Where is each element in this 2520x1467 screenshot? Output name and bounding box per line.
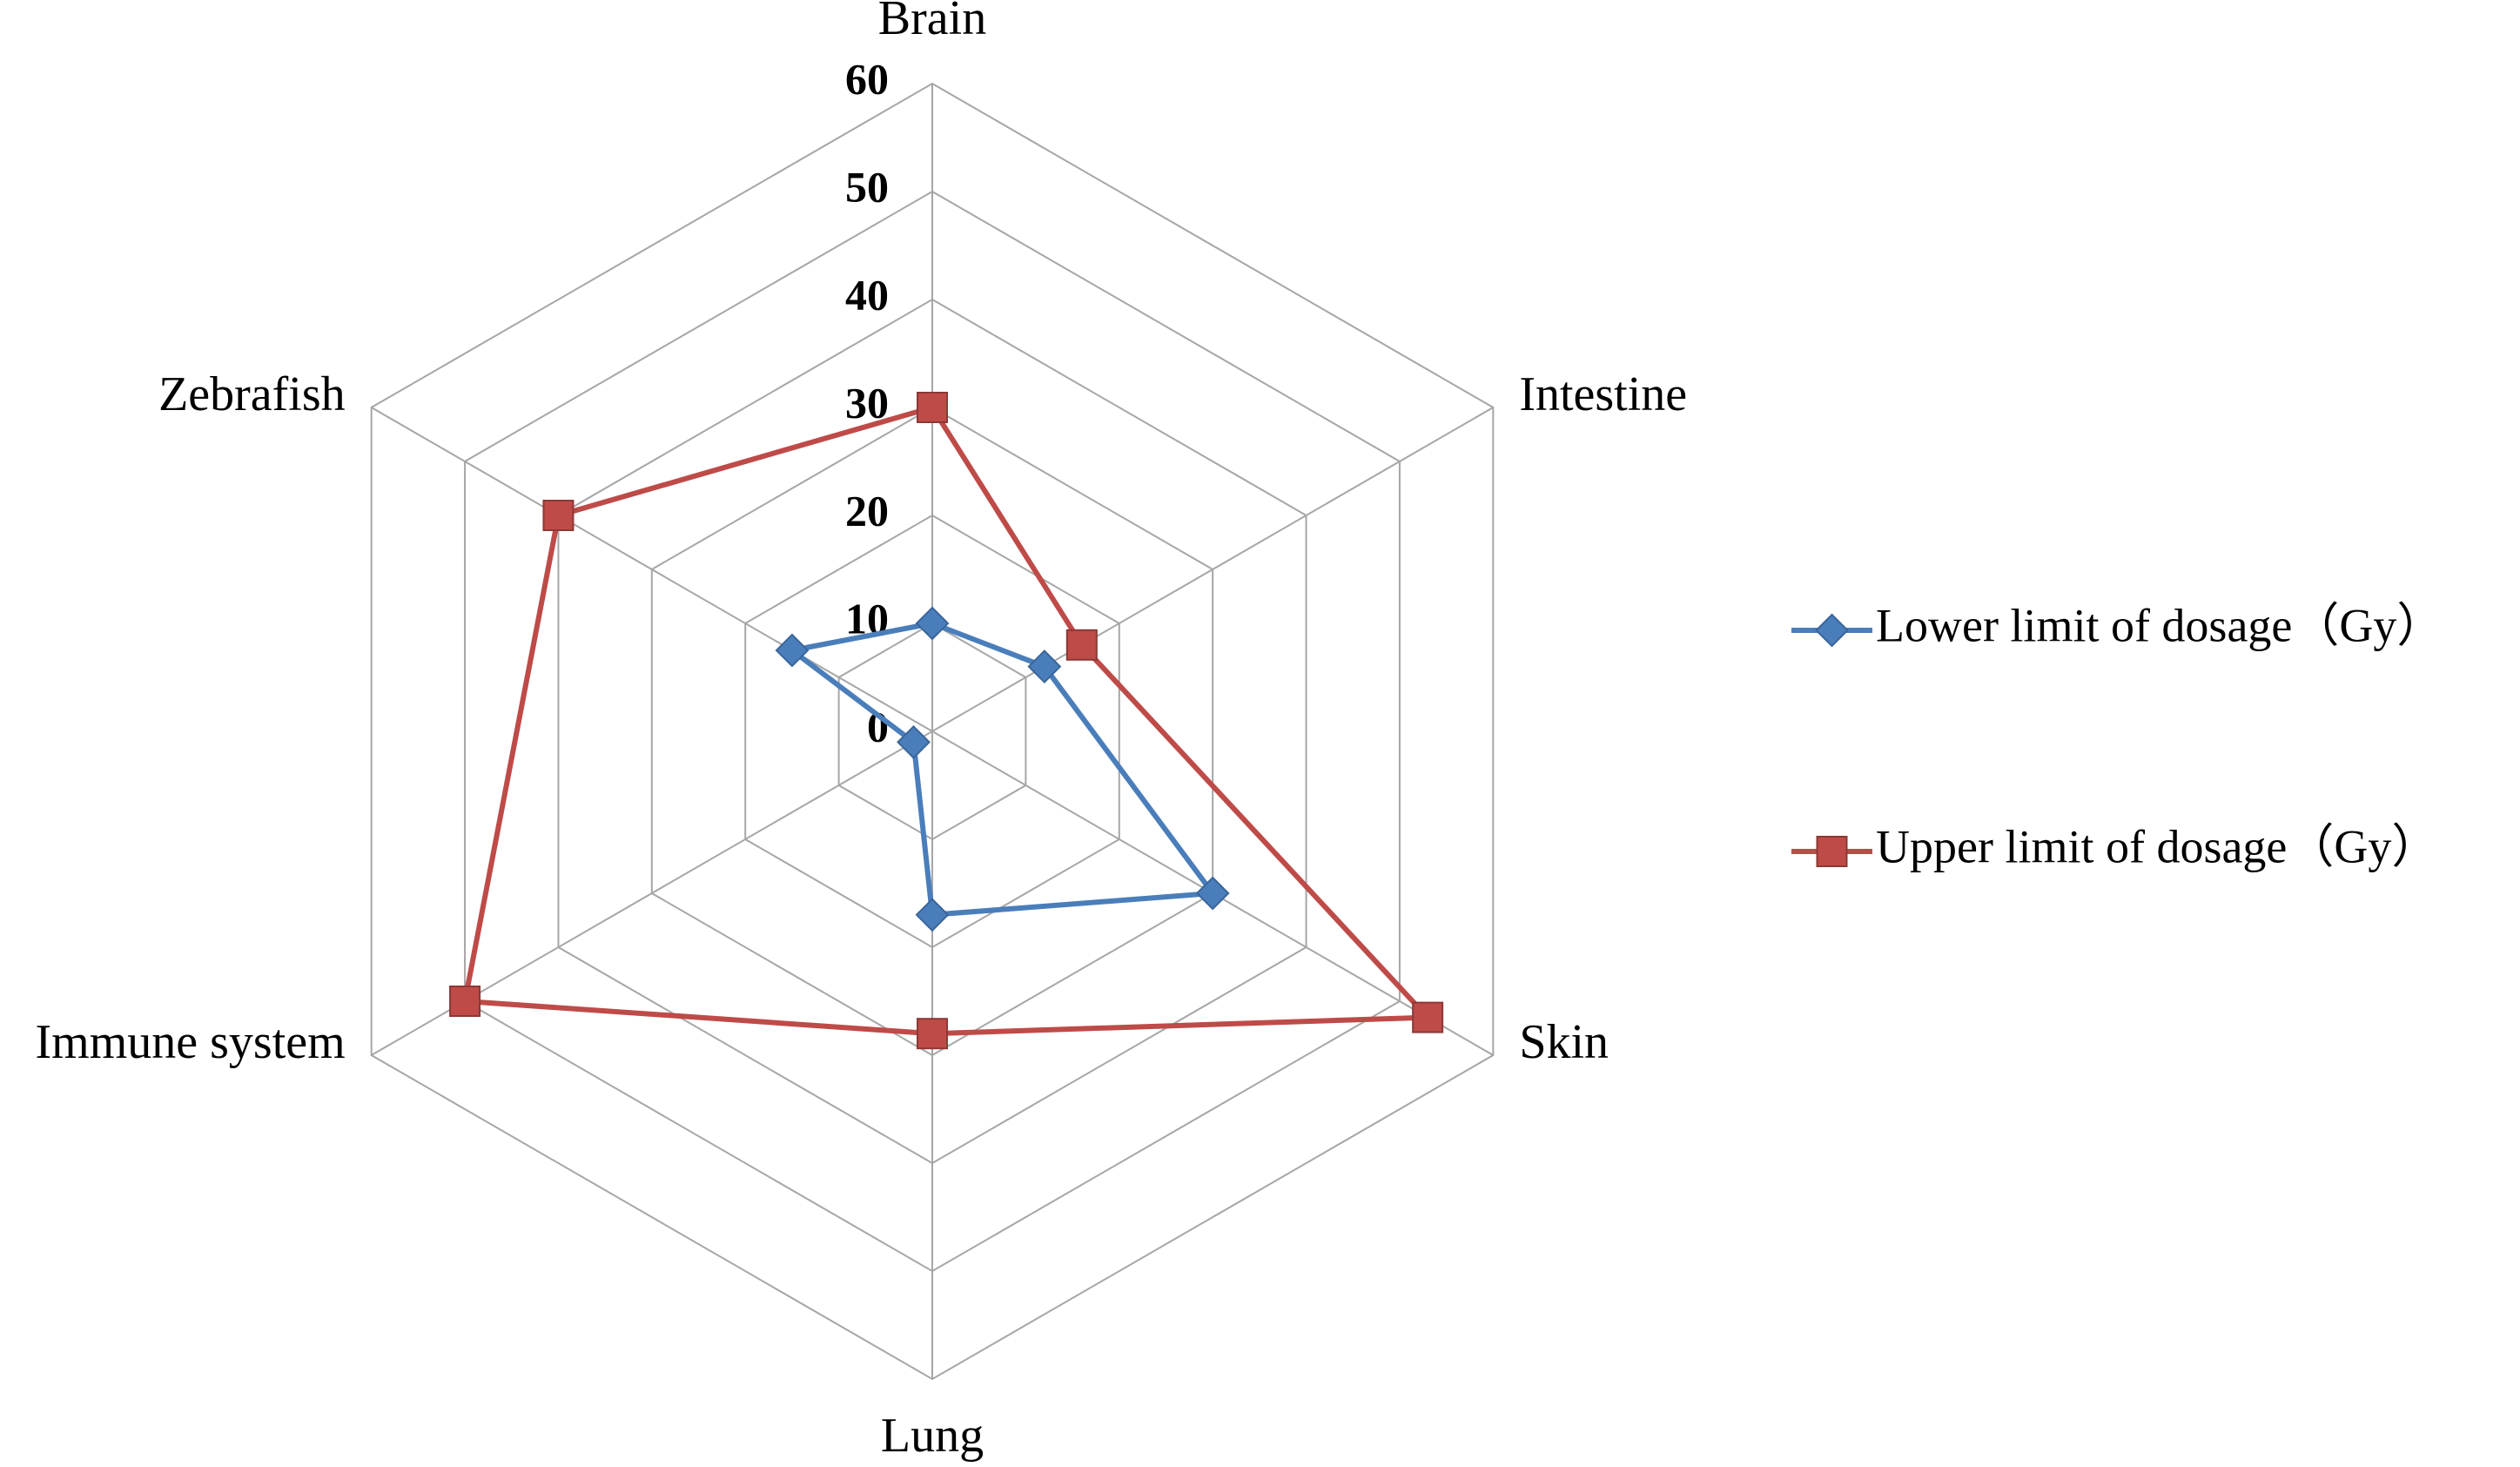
r-tick-label: 50: [845, 162, 889, 211]
category-label: Zebrafish: [158, 367, 346, 421]
data-point: [1065, 629, 1098, 661]
data-point: [897, 724, 931, 759]
category-label: Brain: [878, 0, 986, 45]
spoke: [371, 407, 933, 732]
category-label: Immune system: [35, 1015, 345, 1069]
data-point: [915, 606, 950, 641]
data-point: [1195, 876, 1230, 911]
legend-label: Upper limit of dosage（Gy）: [1876, 820, 2438, 872]
data-point: [449, 986, 481, 1017]
data-point: [915, 898, 950, 932]
legend-label: Lower limit of dosage（Gy）: [1876, 599, 2443, 651]
r-tick-label: 20: [845, 486, 889, 535]
data-point: [542, 500, 575, 531]
data-point: [775, 633, 810, 668]
spoke: [931, 407, 1494, 732]
data-point: [1027, 649, 1062, 684]
category-label: Skin: [1519, 1015, 1609, 1069]
data-point: [1412, 1001, 1444, 1033]
legend-marker: [1816, 836, 1848, 867]
category-label: Intestine: [1519, 367, 1687, 421]
category-label: Lung: [881, 1409, 984, 1463]
r-tick-label: 30: [845, 378, 889, 427]
legend-marker: [1815, 613, 1849, 648]
data-point: [917, 1018, 948, 1050]
r-tick-label: 40: [845, 270, 889, 319]
data-point: [917, 392, 948, 423]
r-tick-label: 60: [845, 54, 889, 103]
